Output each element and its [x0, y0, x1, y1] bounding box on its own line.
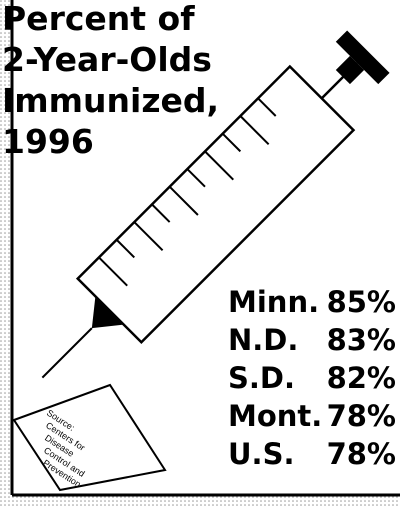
- infographic: Source:Centers forDiseaseControl andPrev…: [0, 0, 400, 508]
- row-value: 85%: [327, 285, 396, 319]
- title-line: Immunized,: [2, 81, 219, 120]
- title-line: 1996: [2, 122, 94, 161]
- row-value: 83%: [327, 323, 396, 357]
- row-label: U.S.: [228, 437, 294, 471]
- row-value: 78%: [327, 437, 396, 471]
- title-line: 2-Year-Olds: [2, 40, 212, 79]
- row-value: 82%: [327, 361, 396, 395]
- row-value: 78%: [327, 399, 396, 433]
- row-label: N.D.: [228, 323, 298, 357]
- row-label: Mont.: [228, 399, 322, 433]
- title-line: Percent of: [2, 0, 195, 38]
- row-label: S.D.: [228, 361, 295, 395]
- row-label: Minn.: [228, 285, 319, 319]
